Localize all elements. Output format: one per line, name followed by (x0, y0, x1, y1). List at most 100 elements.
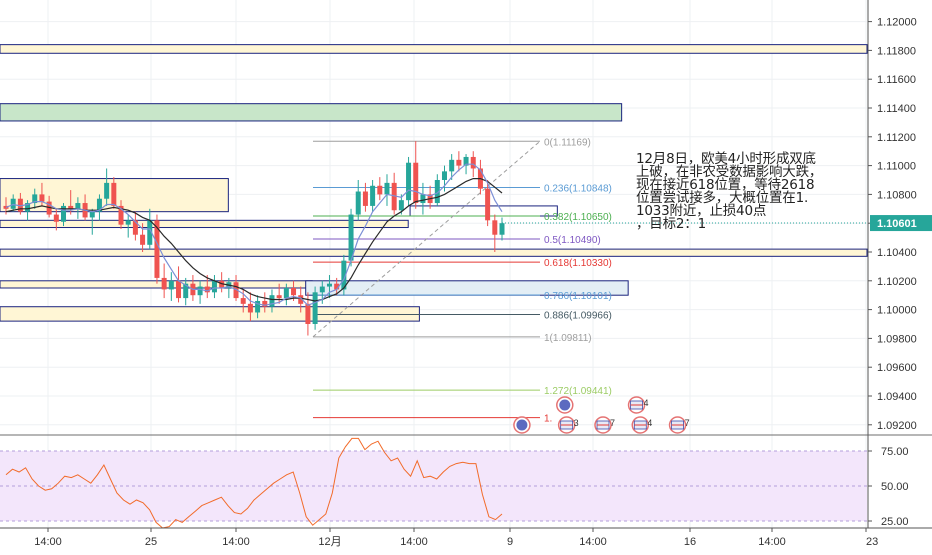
candle-body (168, 280, 174, 290)
flag-event-icon: 4 (627, 396, 649, 414)
grid-lines (0, 0, 867, 528)
time-axis: 14:00 25 14:00 12月 14:00 9 14:00 16 14:00 23 (34, 528, 878, 548)
candle (298, 286, 304, 313)
candle (111, 177, 117, 209)
candle-body (204, 286, 210, 293)
candle-body (111, 182, 117, 206)
candle-body (499, 223, 505, 235)
candle (140, 223, 146, 252)
candle (499, 217, 505, 241)
rsi-tick-label: 50.00 (881, 481, 909, 493)
time-tick-label: 12月 (318, 536, 341, 548)
candle (456, 151, 462, 172)
fib-level-label: 0.382(1.10650) (544, 212, 612, 223)
candle (441, 165, 447, 192)
candle-body (147, 220, 153, 245)
globe-event-icon (556, 396, 574, 414)
candle-body (398, 200, 404, 211)
candle (176, 266, 182, 303)
candle-body (233, 282, 239, 299)
candle-body (492, 220, 498, 235)
candle (449, 154, 455, 180)
candle (477, 159, 483, 195)
time-tick-label: 16 (684, 536, 696, 548)
event-count-label: 4 (647, 418, 652, 428)
analysis-annotation: 12月8日，欧美4小时形成双底上破，在非农受数据影响大跌，现在接近618位置，等… (636, 151, 823, 232)
last-price-badge (870, 215, 932, 232)
candle-body (104, 182, 110, 199)
candle-body (262, 300, 268, 307)
candle (154, 214, 160, 284)
candle-body (89, 211, 95, 218)
candle-body (53, 214, 59, 222)
event-markers: 4 3 7 4 7 (513, 396, 690, 434)
zone-outline (409, 205, 558, 217)
candle (355, 180, 361, 221)
candle-body (406, 162, 412, 201)
candle (25, 200, 31, 221)
globe-icon (559, 399, 571, 411)
time-tick-label: 14:00 (579, 536, 607, 548)
candle-body (32, 194, 38, 204)
candle (132, 211, 138, 241)
candle (10, 194, 16, 212)
candle (370, 180, 376, 212)
candle (391, 172, 397, 215)
candle (75, 197, 81, 219)
candle-body (441, 171, 447, 180)
zone-yellow (0, 280, 313, 289)
price-tick-label: 1.11600 (877, 74, 916, 86)
candle (413, 141, 419, 209)
candle-body (125, 220, 131, 225)
candle-body (61, 205, 67, 222)
candle (104, 168, 110, 206)
candle (377, 177, 383, 201)
fib-trend-line (312, 140, 541, 338)
candle-body (219, 280, 225, 288)
price-tick-label: 1.11800 (877, 45, 916, 57)
time-tick-label: 14:00 (222, 536, 250, 548)
candle-body (269, 295, 275, 307)
candle-body (348, 214, 354, 261)
event-count-label: 7 (610, 418, 615, 428)
candle-body (470, 156, 476, 169)
candle-body (10, 198, 16, 209)
candle-body (420, 194, 426, 204)
candle (61, 203, 67, 227)
candle-body (298, 295, 304, 304)
event-count-label: 3 (574, 418, 579, 428)
candle (255, 295, 261, 319)
fib-level-label: 0.618(1.10330) (544, 258, 612, 269)
event-count-label: 7 (685, 418, 690, 428)
zone-yellow (0, 248, 868, 257)
zone-yellow (0, 219, 409, 229)
candle-body (75, 203, 81, 209)
candle-body (312, 292, 318, 324)
candle (485, 180, 491, 227)
candle (53, 208, 59, 231)
candle (269, 289, 275, 313)
candle-body (391, 182, 397, 211)
rsi-line (5, 437, 503, 529)
flag-event-icon: 7 (594, 416, 615, 434)
candle (276, 283, 282, 304)
candle-body (25, 203, 31, 212)
candle (326, 275, 332, 299)
candle (348, 208, 354, 267)
candle-body (39, 194, 45, 202)
fib-level-label: 0.886(1.09966) (544, 310, 612, 321)
fib-level-label: 0.236(1.10848) (544, 183, 612, 194)
candle-body (240, 298, 246, 304)
rsi-axis: 75.00 50.00 25.00 (868, 446, 909, 528)
candle-body (326, 283, 332, 287)
candle-body (319, 286, 325, 293)
candle-body (46, 201, 52, 215)
time-tick-label: 9 (507, 536, 513, 548)
candle (168, 272, 174, 301)
candle (17, 192, 23, 215)
candle (420, 182, 426, 215)
candle (219, 272, 225, 293)
price-tick-label: 1.09200 (877, 420, 917, 432)
candle-body (255, 300, 261, 313)
